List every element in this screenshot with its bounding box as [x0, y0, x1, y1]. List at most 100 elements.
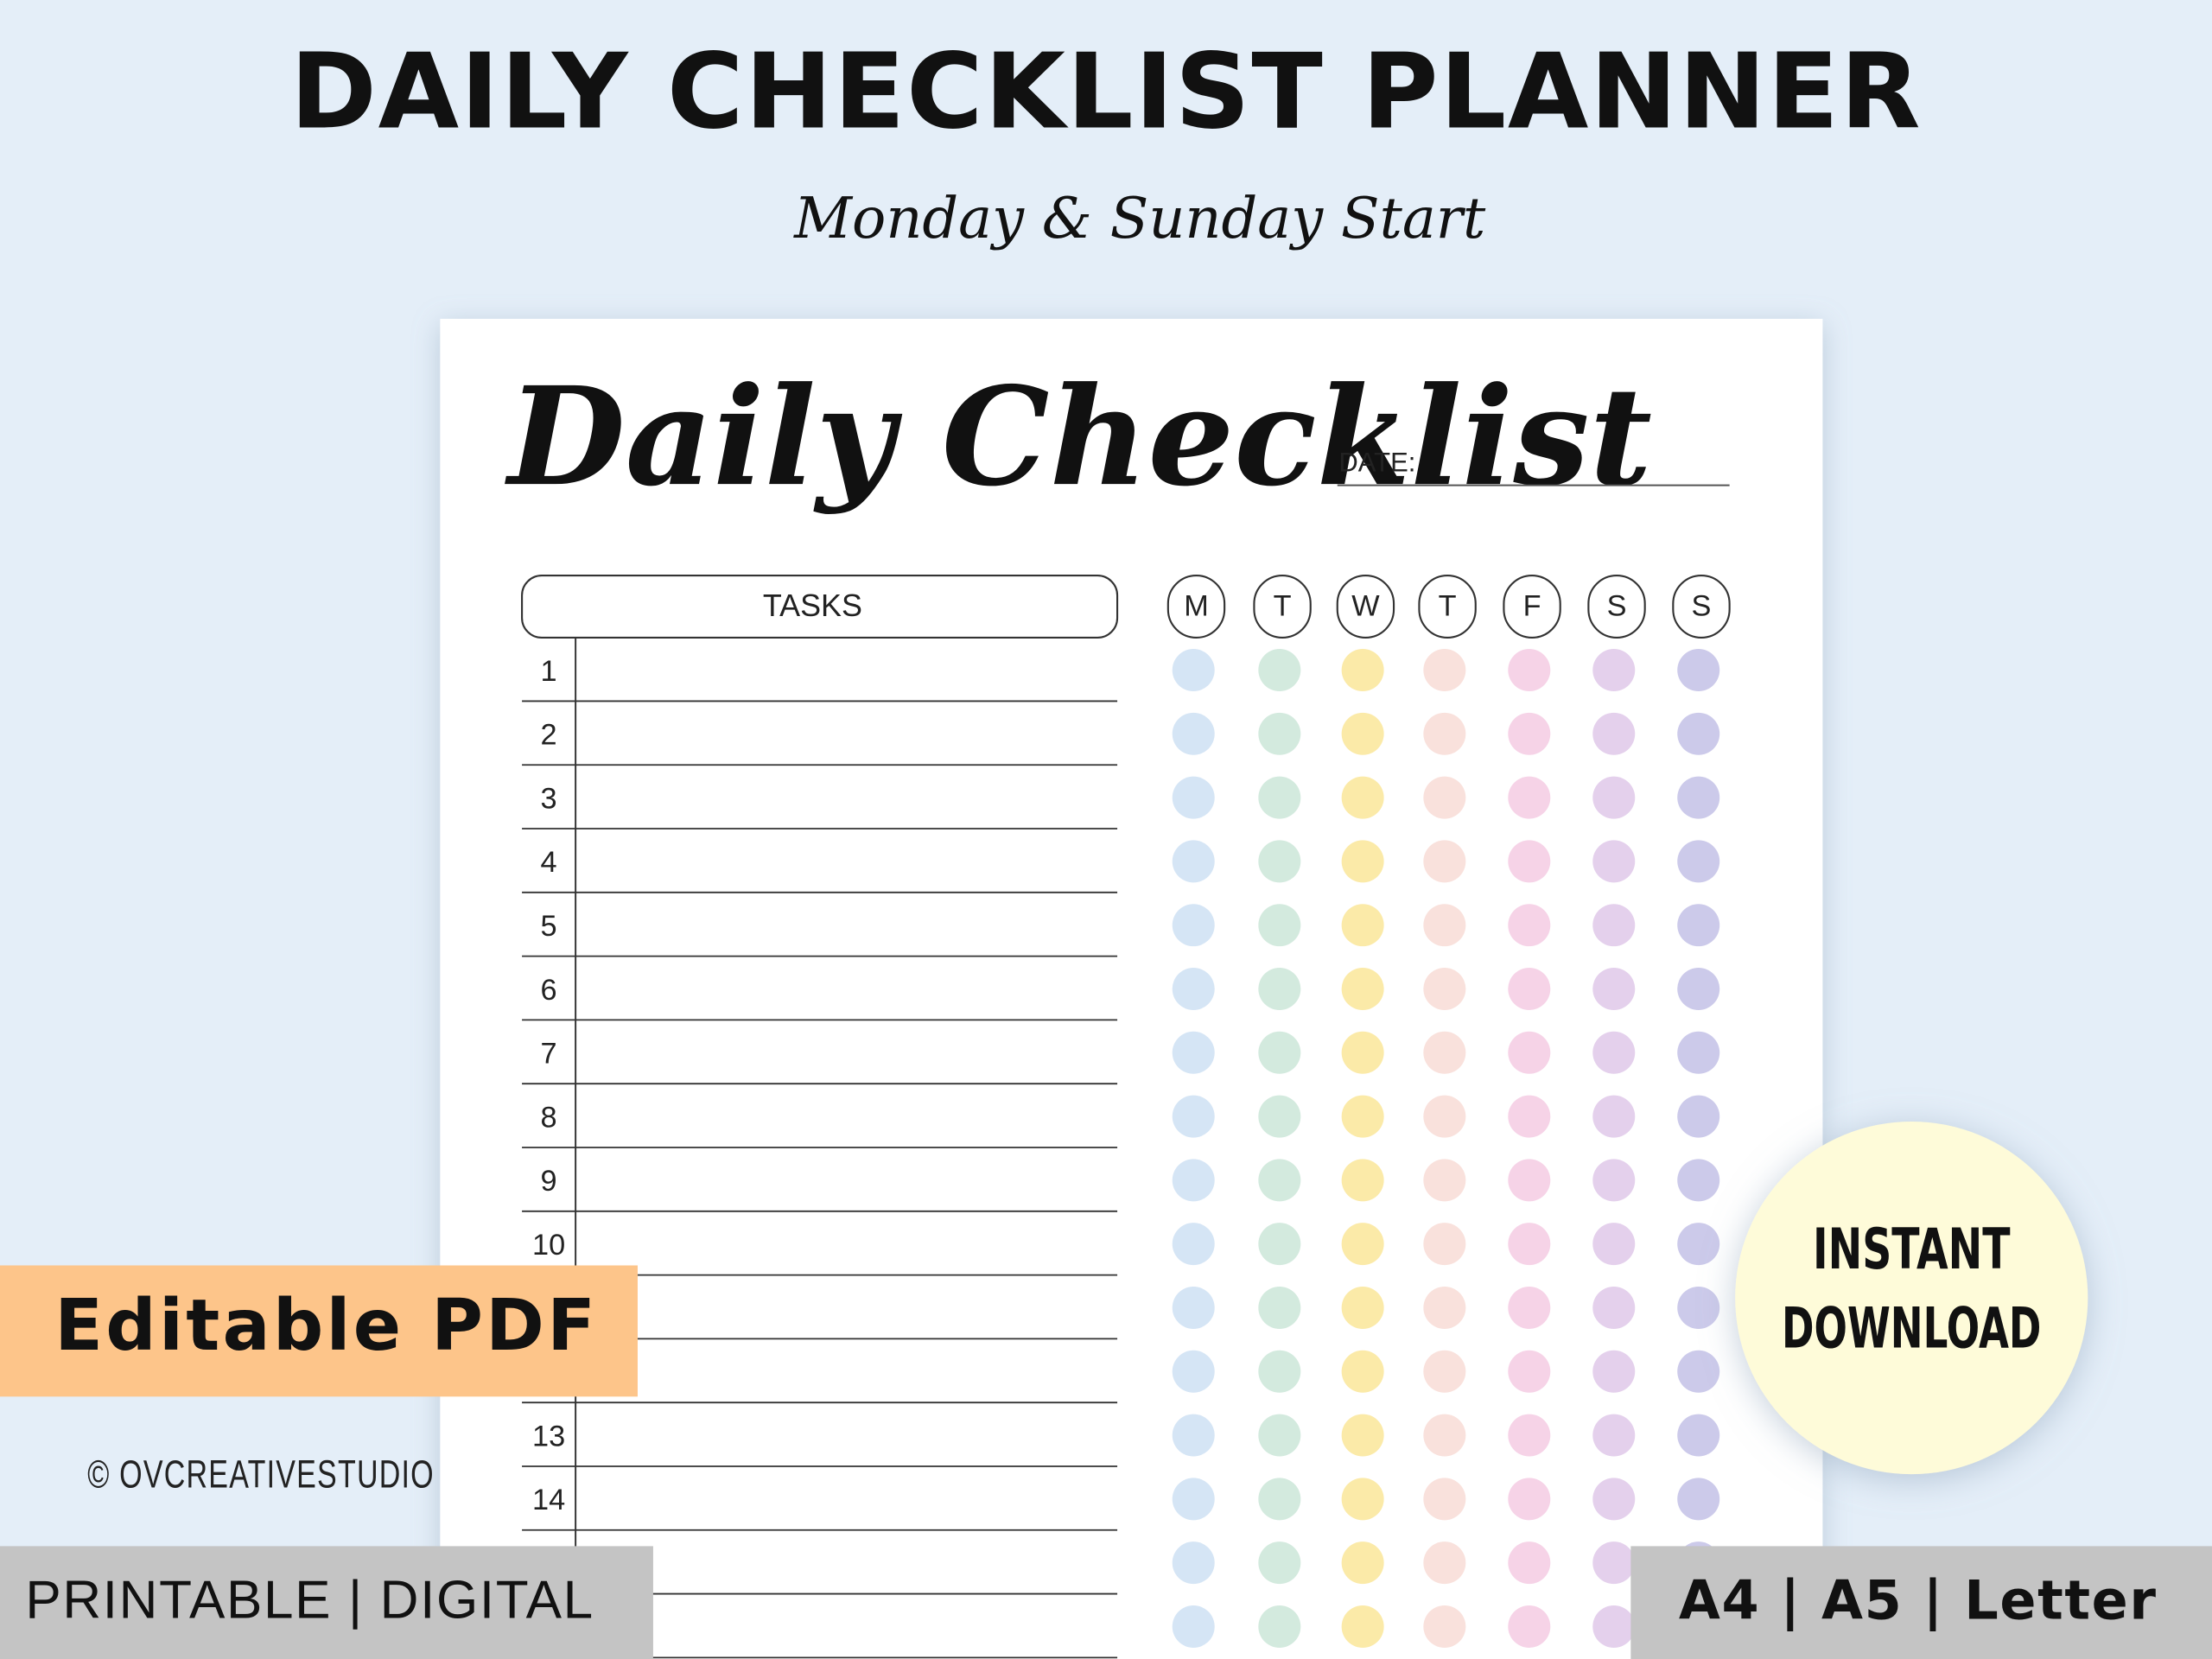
check-dot	[1508, 1605, 1551, 1648]
check-dot	[1341, 1223, 1384, 1266]
check-dot	[1172, 712, 1215, 755]
check-dot	[1258, 840, 1301, 883]
check-dot	[1258, 1031, 1301, 1074]
check-dot	[1508, 1350, 1551, 1393]
check-dot	[1172, 1159, 1215, 1202]
check-dot	[1341, 840, 1384, 883]
check-dot	[1677, 1095, 1720, 1138]
row-number: 14	[532, 1484, 565, 1516]
check-dot	[1341, 1095, 1384, 1138]
check-dot	[1423, 1223, 1466, 1266]
check-dot	[1677, 1286, 1720, 1329]
check-dot	[1508, 1159, 1551, 1202]
formats-right: A4 | A5 | Letter	[1679, 1568, 2158, 1632]
day-pill	[1503, 575, 1561, 639]
check-dot	[1677, 776, 1720, 819]
check-dot	[1258, 776, 1301, 819]
instant-badge	[1735, 1121, 2088, 1475]
check-dot	[1258, 1286, 1301, 1329]
copyright: © OVCREATIVESTUDIO	[87, 1452, 435, 1496]
check-dot	[1172, 1478, 1215, 1521]
check-dot	[1341, 904, 1384, 947]
row-number: 10	[532, 1229, 565, 1262]
day-label: W	[1351, 590, 1380, 623]
editable-banner	[0, 1265, 638, 1397]
check-dot	[1341, 776, 1384, 819]
check-dot	[1341, 649, 1384, 691]
check-dot	[1172, 1605, 1215, 1648]
row-number: 9	[541, 1165, 557, 1198]
check-dot	[1172, 1541, 1215, 1585]
check-dot	[1508, 1286, 1551, 1329]
check-dot	[1592, 1350, 1636, 1393]
check-dot	[1508, 1223, 1551, 1266]
day-label: M	[1184, 590, 1209, 623]
check-dot	[1258, 1095, 1301, 1138]
check-dot	[1172, 649, 1215, 691]
check-dot	[1423, 1605, 1466, 1648]
paper	[440, 318, 1823, 1659]
check-dot	[1341, 1414, 1384, 1457]
day-label: S	[1692, 590, 1712, 623]
check-dot	[1258, 1350, 1301, 1393]
row-number: 8	[541, 1101, 557, 1134]
check-dot	[1172, 840, 1215, 883]
formats-left: PRINTABLE | DIGITAL	[25, 1571, 594, 1630]
check-dot	[1172, 1095, 1215, 1138]
check-dot	[1508, 1541, 1551, 1585]
check-dot	[1423, 1541, 1466, 1585]
day-label: S	[1607, 590, 1627, 623]
check-dot	[1508, 1478, 1551, 1521]
check-dot	[1341, 1605, 1384, 1648]
check-dot	[1677, 649, 1720, 691]
check-dot	[1677, 1159, 1720, 1202]
check-dot	[1677, 1478, 1720, 1521]
check-dot	[1677, 968, 1720, 1010]
day-label: T	[1439, 590, 1457, 623]
check-dot	[1341, 1350, 1384, 1393]
main-title: DAILY CHECKLIST PLANNER	[290, 31, 1923, 152]
check-dot	[1258, 649, 1301, 691]
check-dot	[1508, 968, 1551, 1010]
row-number: 4	[541, 846, 557, 879]
check-dot	[1423, 1478, 1466, 1521]
check-dot	[1423, 968, 1466, 1010]
check-dot	[1258, 968, 1301, 1010]
check-dot	[1592, 1605, 1636, 1648]
check-dot	[1258, 904, 1301, 947]
instant-text: INSTANT	[1813, 1217, 2011, 1282]
check-dot	[1508, 649, 1551, 691]
check-dot	[1508, 776, 1551, 819]
check-dot	[1423, 1159, 1466, 1202]
tasks-header-box	[521, 575, 1119, 639]
check-dot	[1423, 712, 1466, 755]
check-dot	[1341, 968, 1384, 1010]
check-dot	[1258, 1223, 1301, 1266]
check-dot	[1423, 904, 1466, 947]
check-dot	[1258, 1541, 1301, 1585]
tasks-header: TASKS	[763, 588, 862, 623]
day-pill	[1587, 575, 1646, 639]
check-dot	[1677, 1031, 1720, 1074]
check-dot	[1592, 840, 1636, 883]
check-dot	[1592, 712, 1636, 755]
check-dot	[1258, 1478, 1301, 1521]
day-pill	[1166, 575, 1226, 639]
download-text: DOWNLOAD	[1782, 1295, 2041, 1361]
row-number: 1	[541, 655, 557, 688]
check-dot	[1172, 776, 1215, 819]
day-pill	[1253, 575, 1312, 639]
check-dot	[1423, 1350, 1466, 1393]
row-number: 13	[532, 1420, 565, 1452]
check-dot	[1508, 904, 1551, 947]
formats-left-bar	[0, 1546, 653, 1659]
check-dot	[1172, 1031, 1215, 1074]
check-dot	[1592, 649, 1636, 691]
check-dot	[1341, 1286, 1384, 1329]
check-dot	[1677, 1414, 1720, 1457]
check-dot	[1592, 1286, 1636, 1329]
check-dot	[1423, 840, 1466, 883]
subtitle: Monday & Sunday Start	[793, 186, 1486, 251]
row-number: 5	[541, 910, 557, 943]
